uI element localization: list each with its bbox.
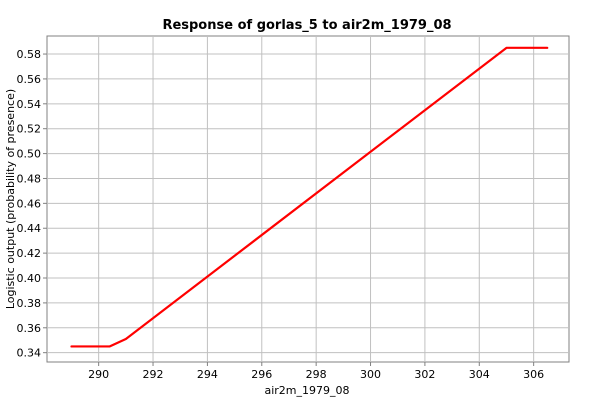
y-tick-label: 0.38	[17, 297, 42, 310]
y-tick-label: 0.54	[17, 98, 42, 111]
y-tick-label: 0.48	[17, 172, 42, 185]
x-tick-label: 302	[414, 368, 435, 381]
x-axis-label: air2m_1979_08	[264, 384, 349, 397]
y-tick-label: 0.46	[17, 197, 42, 210]
y-tick-label: 0.42	[17, 247, 42, 260]
x-tick-label: 304	[469, 368, 490, 381]
y-tick-label: 0.52	[17, 123, 42, 136]
y-tick-label: 0.56	[17, 73, 42, 86]
axis-ticks: 290 292 294 296 298 300 302 304 306 0.34 0.36 0.38 0…	[17, 48, 545, 381]
x-tick-label: 298	[306, 368, 327, 381]
grid	[47, 36, 569, 362]
y-tick-label: 0.34	[17, 347, 42, 360]
x-tick-label: 300	[360, 368, 381, 381]
y-tick-label: 0.50	[17, 148, 42, 161]
x-tick-label: 296	[251, 368, 272, 381]
x-tick-label: 294	[197, 368, 218, 381]
x-tick-label: 292	[143, 368, 164, 381]
y-tick-label: 0.36	[17, 322, 42, 335]
y-axis-label: Logistic output (probability of presence…	[4, 89, 17, 309]
series-layer	[70, 46, 549, 348]
y-tick-label: 0.44	[17, 222, 42, 235]
y-tick-label: 0.40	[17, 272, 42, 285]
chart-title: Response of gorlas_5 to air2m_1979_08	[162, 18, 451, 33]
response-curve	[70, 46, 549, 348]
y-tick-label: 0.58	[17, 48, 42, 61]
x-tick-label: 290	[88, 368, 109, 381]
x-tick-label: 306	[523, 368, 544, 381]
